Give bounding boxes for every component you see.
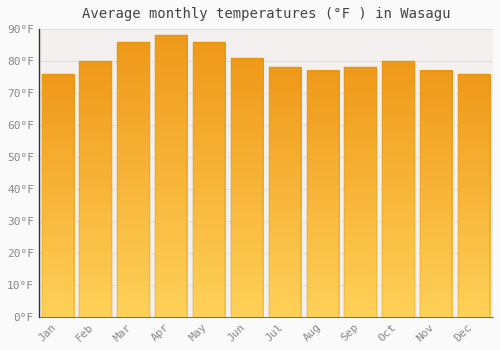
Title: Average monthly temperatures (°F ) in Wasagu: Average monthly temperatures (°F ) in Wa… — [82, 7, 450, 21]
